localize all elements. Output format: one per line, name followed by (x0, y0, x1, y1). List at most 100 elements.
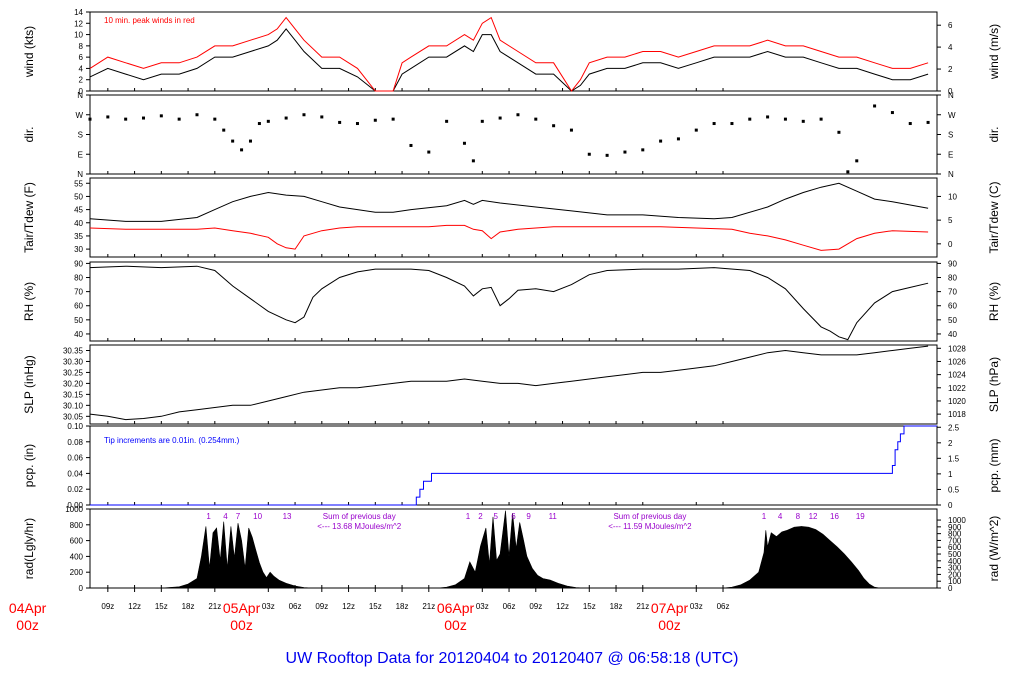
wind-ytick-right-label: 6 (948, 21, 953, 30)
pcp-ylabel: pcp. (in) (22, 444, 36, 487)
dir-point (641, 148, 645, 152)
rad-ytick-right-label: 500 (948, 550, 962, 559)
time-axis-label: 12z (128, 602, 141, 611)
dir-point (302, 113, 306, 117)
rad-hour-label: 1 (466, 512, 471, 521)
wind-panel-frame (89, 11, 938, 92)
dir-point (106, 115, 110, 119)
time-axis-label: 21z (422, 602, 435, 611)
rh-line-rh (89, 265, 929, 341)
temp-ytick-label: 50 (74, 192, 83, 201)
time-axis-label: 12z (556, 602, 569, 611)
pcp-annotation: Tip increments are 0.01in. (0.254mm.) (104, 436, 240, 445)
dir-panel-frame (89, 94, 938, 175)
time-axis-label: 21z (208, 602, 221, 611)
pcp-panel-frame (89, 425, 938, 506)
rad-ytick-right-label: 700 (948, 536, 962, 545)
dir-point (141, 116, 145, 120)
slp-ytick-right-label: 1026 (948, 357, 966, 366)
dir-ytick-right-label: E (948, 150, 953, 159)
dir-point (846, 170, 850, 174)
dir-point (88, 117, 92, 121)
dir-point (177, 117, 181, 121)
time-axis-label: 15z (583, 602, 596, 611)
wind-ytick-label: 12 (74, 19, 83, 28)
rad-ytick-label: 400 (70, 552, 84, 561)
rad-sum-annotation: Sum of previous day (613, 512, 686, 521)
rh-ytick-label: 60 (74, 302, 83, 311)
pcp-ytick-label: 0.04 (67, 469, 83, 478)
pcp-ytick-label: 0.02 (67, 485, 83, 494)
dir-point (320, 115, 324, 119)
rh-ylabel: RH (%) (22, 282, 36, 321)
rad-ytick-right-label: 1000 (948, 516, 966, 525)
dir-point (766, 115, 770, 119)
rad-hour-label: 19 (856, 512, 865, 521)
wind-line-wind-speed (89, 28, 929, 92)
wind-line-10-min-peak-winds (89, 16, 929, 92)
pcp-ytick-label: 0.00 (67, 501, 83, 510)
dir-point (159, 114, 163, 118)
dir-point (605, 153, 609, 157)
rad-hour-label: 13 (283, 512, 292, 521)
dir-point (373, 118, 377, 122)
pcp-ytick-right-label: 2 (948, 439, 953, 448)
dir-point (801, 119, 805, 123)
dir-ytick-right-label: W (948, 111, 956, 120)
temp-ytick-label: 35 (74, 232, 83, 241)
date-hour-label: 00z (16, 617, 39, 633)
dir-point (855, 159, 859, 163)
pcp-ytick-right-label: 2.5 (948, 423, 960, 432)
rh-ytick-label: 40 (74, 330, 83, 339)
dir-point (231, 139, 235, 143)
wind-annotation: 10 min. peak winds in red (104, 16, 195, 25)
rad-ytick-right-label: 900 (948, 523, 962, 532)
temp-panel-frame (89, 177, 938, 258)
rad-hour-label: 4 (223, 512, 228, 521)
rad-ytick-label: 0 (79, 584, 84, 593)
dir-point (676, 137, 680, 141)
wind-ytick-label: 14 (74, 8, 83, 17)
rh-ytick-right-label: 60 (948, 302, 957, 311)
date-hour-label: 00z (444, 617, 467, 633)
rad-hour-label: 1 (206, 512, 211, 521)
time-axis-label: 06z (503, 602, 516, 611)
wind-ylabel: wind (kts) (22, 26, 36, 78)
rad-hour-label: 4 (778, 512, 783, 521)
time-axis-label: 21z (636, 602, 649, 611)
dir-point (427, 150, 431, 154)
dir-point (552, 124, 556, 128)
dir-point (659, 139, 663, 143)
dir-point (391, 117, 395, 121)
rad-hour-label: 16 (830, 512, 839, 521)
temp-line-tdew (89, 224, 929, 251)
time-axis-label: 06z (289, 602, 302, 611)
rh-ytick-label: 90 (74, 259, 83, 268)
slp-ytick-label: 30.15 (63, 390, 84, 399)
date-hour-label: 00z (658, 617, 681, 633)
rh-ytick-label: 70 (74, 288, 83, 297)
dir-ylabel-right: dir. (987, 126, 1001, 142)
pcp-ytick-right-label: 1.5 (948, 454, 960, 463)
time-axis-label: 03z (262, 602, 275, 611)
temp-ylabel-right: Tair/Tdew (C) (987, 181, 1001, 253)
slp-ytick-label: 30.25 (63, 368, 84, 377)
time-axis-label: 12z (342, 602, 355, 611)
time-axis-label: 18z (182, 602, 195, 611)
dir-point (730, 122, 734, 126)
dir-point (534, 117, 538, 121)
wind-ytick-label: 6 (79, 53, 84, 62)
rad-ytick-right-label: 600 (948, 543, 962, 552)
dir-point (694, 128, 698, 132)
rad-hour-label: 2 (478, 512, 483, 521)
dir-ytick-label: E (78, 150, 83, 159)
wind-ytick-label: 4 (79, 64, 84, 73)
rad-ylabel-right: rad (W/m^2) (987, 516, 1001, 582)
dir-point (213, 117, 217, 121)
date-label: 04Apr (9, 600, 47, 616)
dir-point (338, 120, 342, 124)
slp-ytick-label: 30.20 (63, 379, 84, 388)
wind-ylabel-right: wind (m/s) (987, 24, 1001, 80)
rh-panel-frame (89, 261, 938, 342)
rad-hour-label: 9 (526, 512, 531, 521)
